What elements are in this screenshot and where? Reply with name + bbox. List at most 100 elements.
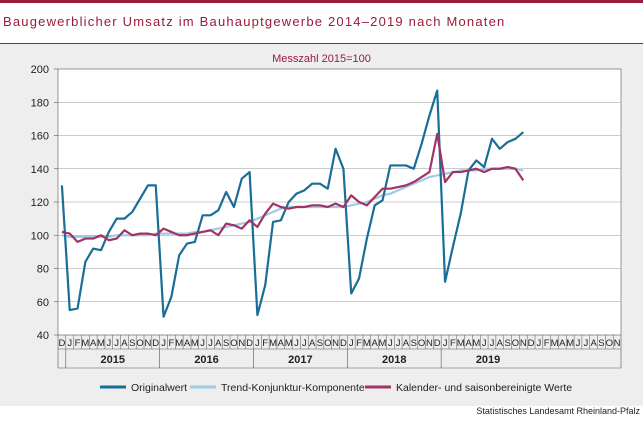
month-label: F xyxy=(356,338,362,349)
month-label: F xyxy=(75,338,81,349)
month-label: M xyxy=(457,338,465,349)
month-label: J xyxy=(583,338,588,349)
y-tick-label: 140 xyxy=(31,164,49,176)
month-label: J xyxy=(106,338,111,349)
month-label: J xyxy=(208,338,213,349)
month-label: A xyxy=(90,338,97,349)
month-label: J xyxy=(114,338,119,349)
month-label: O xyxy=(418,338,425,349)
month-label: D xyxy=(246,338,253,349)
month-label: A xyxy=(559,338,566,349)
series-line xyxy=(61,132,525,243)
month-label: A xyxy=(403,338,410,349)
month-label: A xyxy=(465,338,472,349)
y-tick-label: 200 xyxy=(31,64,49,76)
legend-label: Trend-Konjunktur-Komponente xyxy=(221,382,365,394)
series-lines xyxy=(60,89,525,318)
month-label: M xyxy=(81,338,89,349)
month-label: A xyxy=(215,338,222,349)
month-label: S xyxy=(223,338,229,349)
month-label: M xyxy=(175,338,183,349)
month-label: O xyxy=(512,338,519,349)
y-tick-label: 160 xyxy=(31,131,49,143)
y-tick-label: 40 xyxy=(37,330,49,342)
month-label: A xyxy=(184,338,191,349)
year-label: 2017 xyxy=(288,354,312,366)
month-label: O xyxy=(606,338,613,349)
y-tick-label: 80 xyxy=(37,264,49,276)
month-label: J xyxy=(490,338,495,349)
month-label: A xyxy=(309,338,316,349)
top-accent-line xyxy=(0,0,643,3)
month-label: O xyxy=(324,338,331,349)
month-label: F xyxy=(262,338,268,349)
month-label: O xyxy=(230,338,237,349)
source-note: Statistisches Landesamt Rheinland-Pfalz xyxy=(476,406,640,416)
month-label: N xyxy=(144,338,151,349)
month-label: J xyxy=(255,338,260,349)
month-label: M xyxy=(363,338,371,349)
month-label: F xyxy=(544,338,550,349)
month-label: S xyxy=(317,338,323,349)
month-label: J xyxy=(200,338,205,349)
year-label: 2019 xyxy=(476,354,500,366)
month-label: M xyxy=(566,338,574,349)
y-tick-label: 60 xyxy=(37,297,49,309)
month-label: M xyxy=(472,338,480,349)
month-label: J xyxy=(302,338,307,349)
month-label: F xyxy=(450,338,456,349)
y-tick-label: 180 xyxy=(31,97,49,109)
month-label: N xyxy=(332,338,339,349)
month-label: D xyxy=(152,338,159,349)
month-label: J xyxy=(388,338,393,349)
chart-title: Baugewerblicher Umsatz im Bauhauptgewerb… xyxy=(3,14,506,29)
month-label: S xyxy=(504,338,510,349)
month-label: J xyxy=(482,338,487,349)
month-label: D xyxy=(434,338,441,349)
year-label: 2016 xyxy=(194,354,218,366)
month-label: J xyxy=(443,338,448,349)
month-label: A xyxy=(372,338,379,349)
y-axis: 40 60 80 100 120 140 160 180 200 xyxy=(31,64,58,342)
month-label: M xyxy=(285,338,293,349)
series-line xyxy=(60,89,524,318)
legend-label: Kalender- und saisonbereinigte Werte xyxy=(396,382,572,394)
month-label: J xyxy=(294,338,299,349)
month-label: A xyxy=(278,338,285,349)
month-label: M xyxy=(269,338,277,349)
month-label: M xyxy=(551,338,559,349)
month-label: A xyxy=(590,338,597,349)
year-label: 2018 xyxy=(382,354,406,366)
y-tick-label: 120 xyxy=(31,197,49,209)
legend-label: Originalwert xyxy=(131,382,187,394)
month-label: A xyxy=(121,338,128,349)
month-label: D xyxy=(58,338,65,349)
month-label: N xyxy=(426,338,433,349)
title-divider xyxy=(0,43,643,44)
chart-subtitle: Messzahl 2015=100 xyxy=(272,53,371,65)
month-label: N xyxy=(238,338,245,349)
year-label: 2015 xyxy=(100,354,124,366)
month-label: J xyxy=(67,338,72,349)
month-label: J xyxy=(161,338,166,349)
month-label: S xyxy=(129,338,135,349)
gridlines xyxy=(58,101,621,303)
month-label: N xyxy=(614,338,621,349)
month-label: A xyxy=(497,338,504,349)
month-label: S xyxy=(598,338,604,349)
month-label: F xyxy=(168,338,174,349)
month-label: O xyxy=(136,338,143,349)
month-label: J xyxy=(576,338,581,349)
month-label: J xyxy=(396,338,401,349)
month-label: N xyxy=(520,338,527,349)
month-label: M xyxy=(191,338,199,349)
month-label: S xyxy=(411,338,417,349)
month-label: D xyxy=(528,338,535,349)
month-label: M xyxy=(97,338,105,349)
legend: Originalwert Trend-Konjunktur-Komponente K… xyxy=(100,382,572,394)
month-label: M xyxy=(379,338,387,349)
month-label: D xyxy=(340,338,347,349)
month-label: J xyxy=(349,338,354,349)
